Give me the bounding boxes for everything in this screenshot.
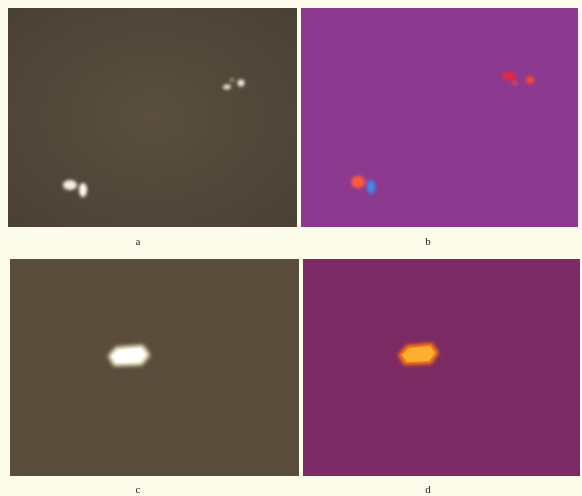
micrograph	[8, 8, 297, 227]
micrograph	[10, 259, 299, 476]
image-c	[10, 259, 299, 476]
panel-label: b	[418, 236, 438, 248]
panel-label: d	[418, 484, 438, 496]
micrograph	[303, 259, 580, 476]
image-d	[303, 259, 580, 476]
figure: a b c	[0, 0, 582, 496]
image-a	[8, 8, 297, 227]
panel-label: a	[128, 236, 148, 248]
micrograph	[301, 8, 578, 227]
image-b	[301, 8, 578, 227]
panel-label: c	[128, 484, 148, 496]
